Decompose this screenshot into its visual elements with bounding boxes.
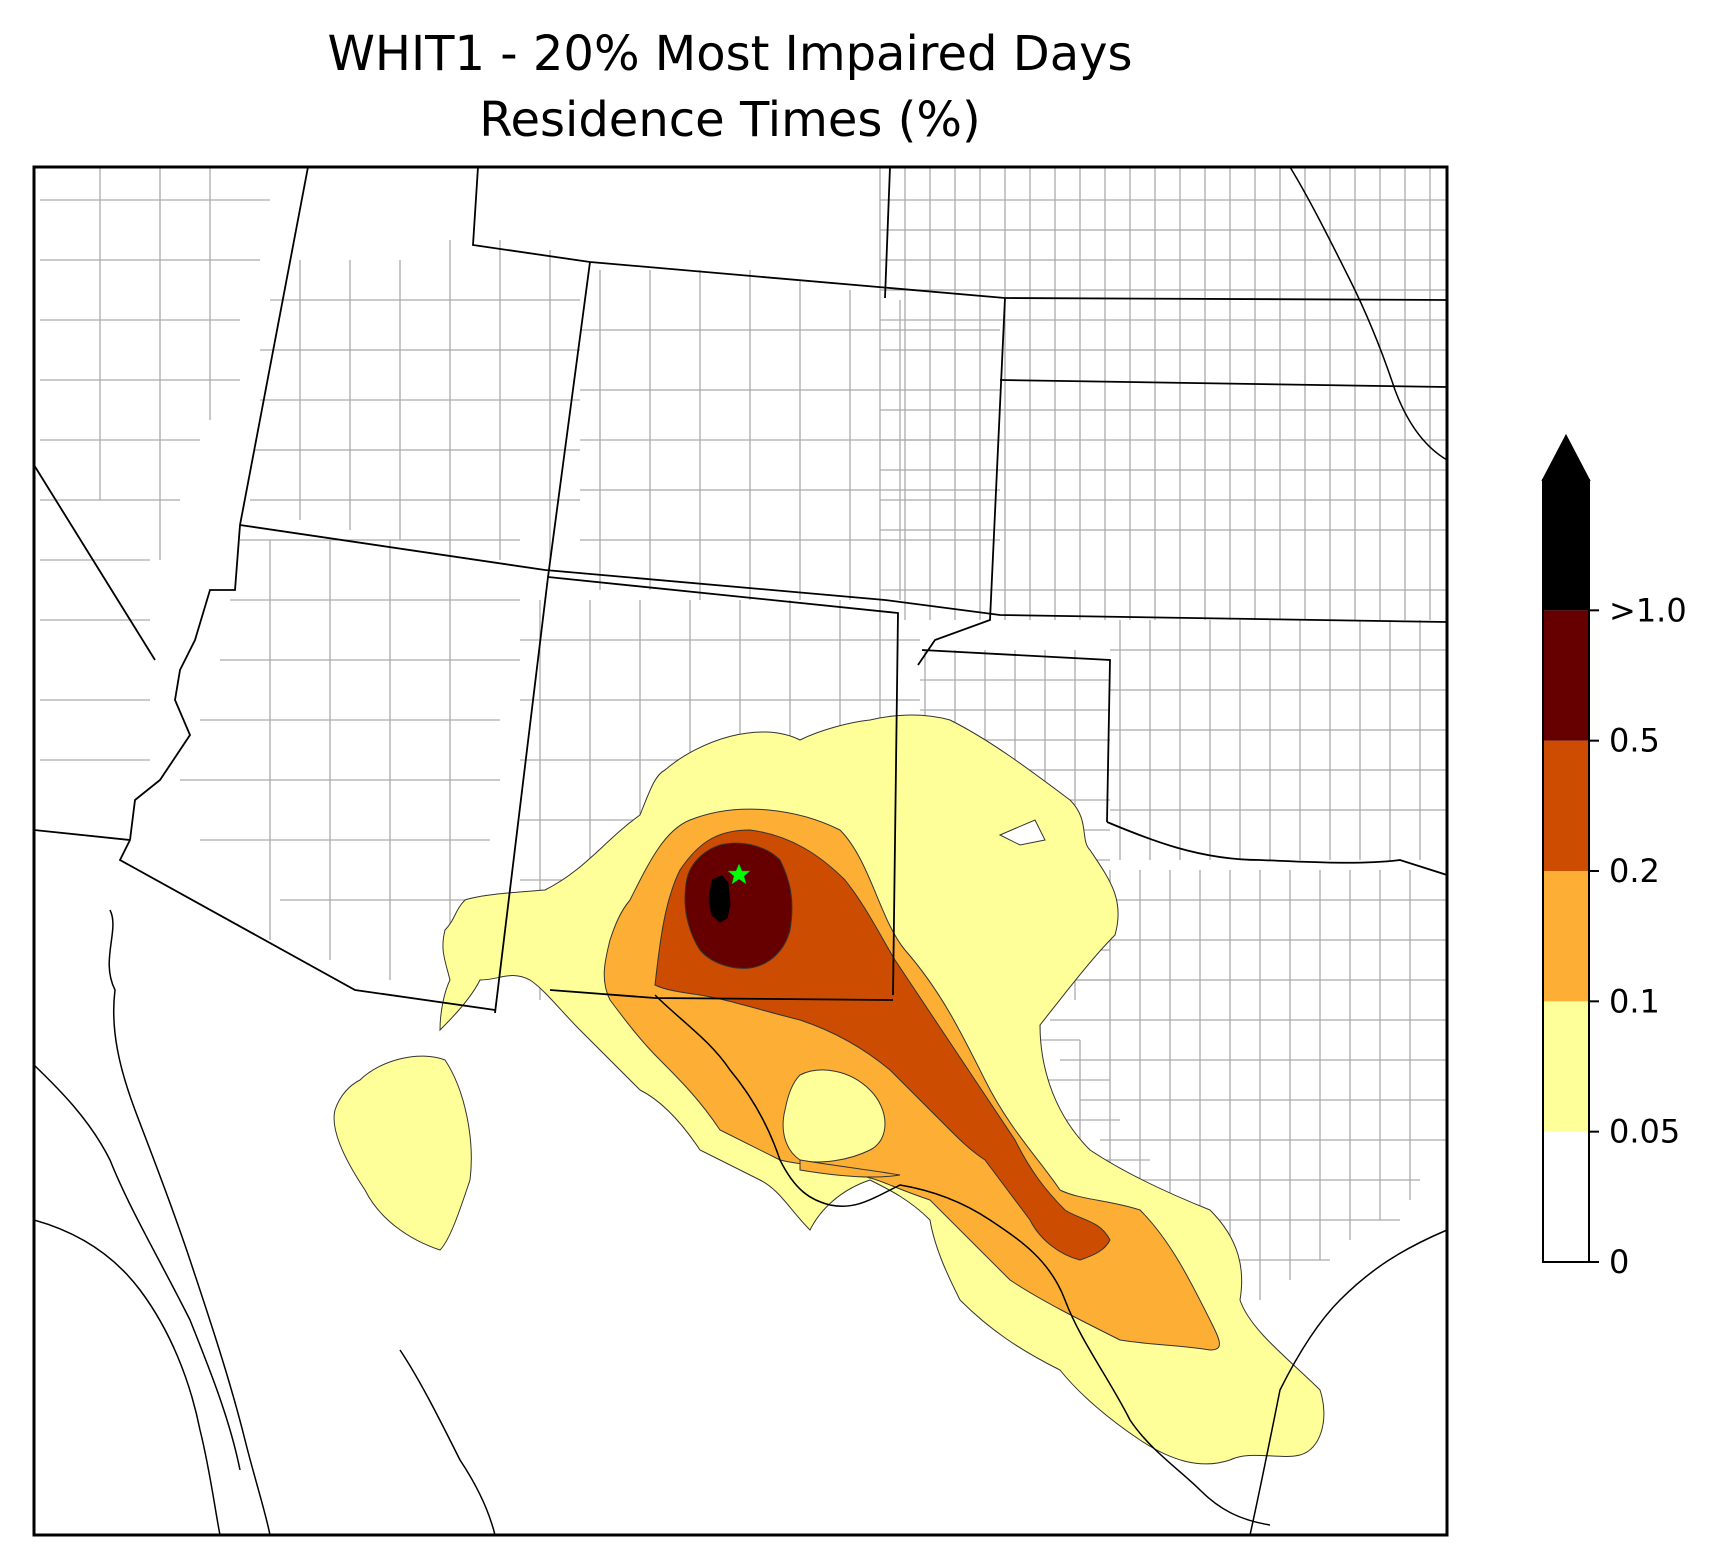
colorbar-bin: [1543, 610, 1589, 741]
map-title-line-2: Residence Times (%): [479, 92, 981, 148]
colorbar: 0 0.05 0.1 0.2 0.5 >1.0: [1541, 433, 1687, 1281]
colorbar-bin: [1543, 1131, 1589, 1262]
residence-time-contours: [333, 714, 1325, 1465]
rio-grande-and-coast: [34, 167, 1447, 1535]
colorbar-tick-label: 0.5: [1609, 722, 1660, 760]
map-title-line-1: WHIT1 - 20% Most Impaired Days: [327, 26, 1133, 82]
map-panel: [34, 167, 1447, 1535]
colorbar-bin: [1543, 1001, 1589, 1132]
colorbar-bin: [1543, 740, 1589, 871]
map-frame: [32, 165, 1449, 1537]
contour-0.5: [684, 842, 793, 969]
state-boundaries: [34, 167, 1447, 1014]
colorbar-tick-label: 0.05: [1609, 1113, 1680, 1151]
contour-0.05-west-blob: [333, 1055, 472, 1251]
site-star-marker: [727, 863, 751, 885]
colorbar-extend-arrow: [1541, 433, 1591, 481]
contour-1.0: [708, 875, 731, 923]
colorbar-tick-label: 0: [1609, 1243, 1629, 1281]
colorbar-bin: [1543, 480, 1589, 611]
colorbar-tick-label: >1.0: [1609, 591, 1687, 629]
colorbar-tick-label: 0.2: [1609, 852, 1660, 890]
colorbar-bin: [1543, 871, 1589, 1002]
colorbar-tick-label: 0.1: [1609, 982, 1660, 1020]
